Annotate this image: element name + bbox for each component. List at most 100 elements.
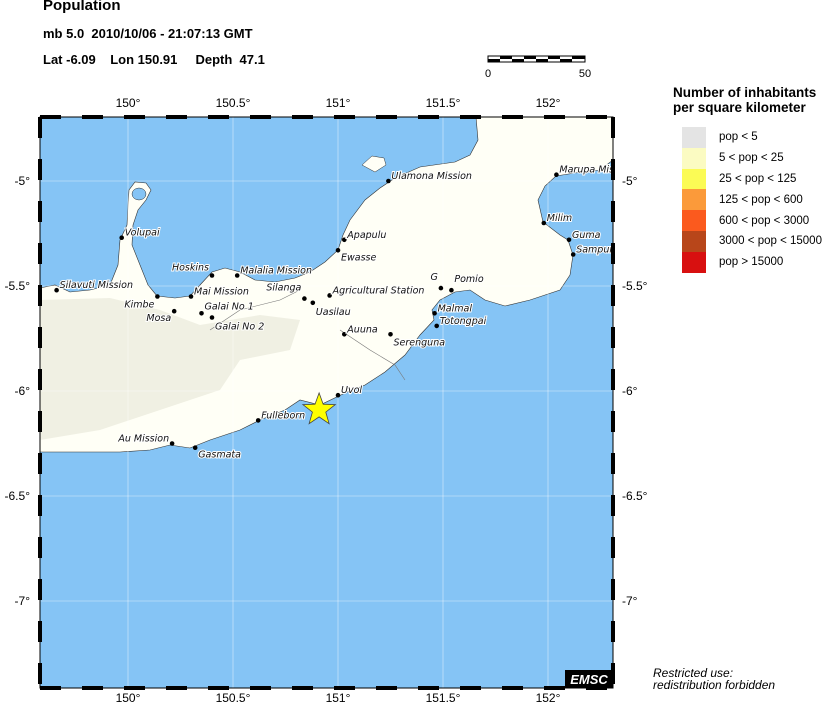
city-apapulu[interactable]: Apapulu [342,229,387,243]
lat-label-right: -6.5° [622,489,648,503]
city-hoskins[interactable]: Hoskins [171,262,215,278]
city-label: Silavuti Mission [60,280,133,291]
city-dot-icon [434,323,440,329]
lon-label-bottom: 152° [536,691,561,705]
lat-label-left: -6.5° [5,489,31,503]
city-silanga[interactable]: Silanga [265,282,307,301]
lon-label-bottom: 150° [116,691,141,705]
city-silavuti-mission[interactable]: Silavuti Mission [54,279,134,293]
city-dot-icon [327,293,332,298]
city-label: Galai No 1 [205,301,254,312]
legend-title-line2: per square kilometer [673,100,806,115]
city-auuna[interactable]: Auuna [342,323,379,337]
legend-label: pop > 15000 [719,256,784,269]
city-fulleborn[interactable]: Fulleborn [255,409,306,423]
island [361,155,387,173]
lon-label-top: 152° [536,96,561,110]
city-dot-icon [438,285,444,291]
city-label: Malmal [438,303,473,314]
lat-label-right: -5.5° [622,279,648,293]
emsc-logo-text: EMSC [570,672,608,687]
legend-title-line1: Number of inhabitants [673,85,817,100]
city-uasilau[interactable]: Uasilau [310,300,352,319]
legend-label: 125 < pop < 600 [719,193,803,206]
city-dot-icon [171,308,177,314]
lat-label-right: -5° [622,174,638,188]
lon-label-top: 150.5° [216,96,251,110]
city-label: Volupai [125,228,160,239]
city-label: Galai No 2 [215,322,264,333]
axis-labels: 150° 150° 150.5° 150.5° 151° 151° 151.5° 151.5°… [5,96,648,705]
emsc-logo [565,670,613,688]
city-kimbe[interactable]: Kimbe [123,294,160,312]
city-guma[interactable]: Guma [566,229,602,243]
city-dot-icon [342,332,347,337]
legend-label: 5 < pop < 25 [719,152,784,165]
epicenter-star-icon[interactable] [301,391,337,425]
city-dot-icon [255,418,261,423]
legend-swatch [682,168,706,190]
lon-label-bottom: 150.5° [216,691,251,705]
scale-label-start: 0 [485,68,491,80]
city-serenguna[interactable]: Serenguna [388,332,446,349]
city-mosa[interactable]: Mosa [145,308,177,325]
city-markers: Volupai Silavuti Mission Kimbe Mai Mission H… [54,164,633,462]
city-totongpai[interactable]: Totongpai [434,315,488,329]
legend-swatch [682,147,706,169]
city-dot-icon [188,294,194,299]
lat-label-left: -7° [15,594,31,608]
city-g[interactable]: G [430,271,444,291]
city-ewasse[interactable]: Ewasse [335,248,377,264]
city-volupai[interactable]: Volupai [119,227,161,240]
legend-label: 25 < pop < 125 [719,172,797,185]
legend-item: 125 < pop < 600 [682,189,822,211]
city-agricultural-station[interactable]: Agricultural Station [327,284,425,298]
legend-item: 25 < pop < 125 [682,168,822,190]
city-galai-no-2[interactable]: Galai No 2 [209,315,265,334]
legend-item: pop < 5 [682,127,822,148]
legend-item: 5 < pop < 25 [682,147,822,169]
city-sampun[interactable]: Sampun [570,244,615,257]
legend-item: 3000 < pop < 15000 [682,230,822,252]
lat-label-right: -7° [622,594,638,608]
location-info: Lat -6.09 Lon 150.91 Depth 47.1 [43,52,265,67]
low-density-region [40,298,300,440]
city-dot-icon [342,237,347,243]
restriction-note: Restricted use: redistribution forbidden [653,667,775,691]
city-dot-icon [335,248,341,253]
city-pomio[interactable]: Pomio [449,273,485,293]
city-label: Malalia Mission [240,266,312,277]
city-au-mission[interactable]: Au Mission [116,433,175,446]
lon-label-top: 151.5° [426,96,461,110]
city-label: Kimbe [124,300,154,311]
city-marupa-mission[interactable]: Marupa Mission [554,164,633,177]
restriction-line1: Restricted use: [653,666,734,680]
legend-swatch [682,210,706,231]
city-label: G [431,272,438,283]
lat-label-left: -6° [15,384,31,398]
restriction-line2: redistribution forbidden [653,678,776,692]
city-galai-no-1[interactable]: Galai No 1 [199,300,255,316]
city-gasmata[interactable]: Gasmata [192,445,242,462]
lon-label-top: 151° [326,96,351,110]
city-dot-icon [119,235,124,240]
district-border [339,329,406,381]
city-uvol[interactable]: Uvol [335,384,363,398]
lon-label-bottom: 151° [326,691,351,705]
city-ulamona-mission[interactable]: Ulamona Mission [386,170,473,184]
city-dot-icon [310,300,316,306]
city-mai-mission[interactable]: Mai Mission [188,286,250,299]
city-milim[interactable]: Milim [541,212,573,226]
map-title: Population [43,0,121,14]
city-label: Milim [547,213,572,224]
city-malmal[interactable]: Malmal [432,302,473,316]
city-label: Gasmata [198,450,241,461]
city-label: Fulleborn [261,410,305,421]
city-malalia-mission[interactable]: Malalia Mission [234,265,313,278]
volcano-lake [131,187,147,201]
city-dot-icon [209,273,215,278]
city-dot-icon [199,311,204,316]
lat-label-right: -6° [622,384,638,398]
city-label: Totongpai [440,316,487,327]
